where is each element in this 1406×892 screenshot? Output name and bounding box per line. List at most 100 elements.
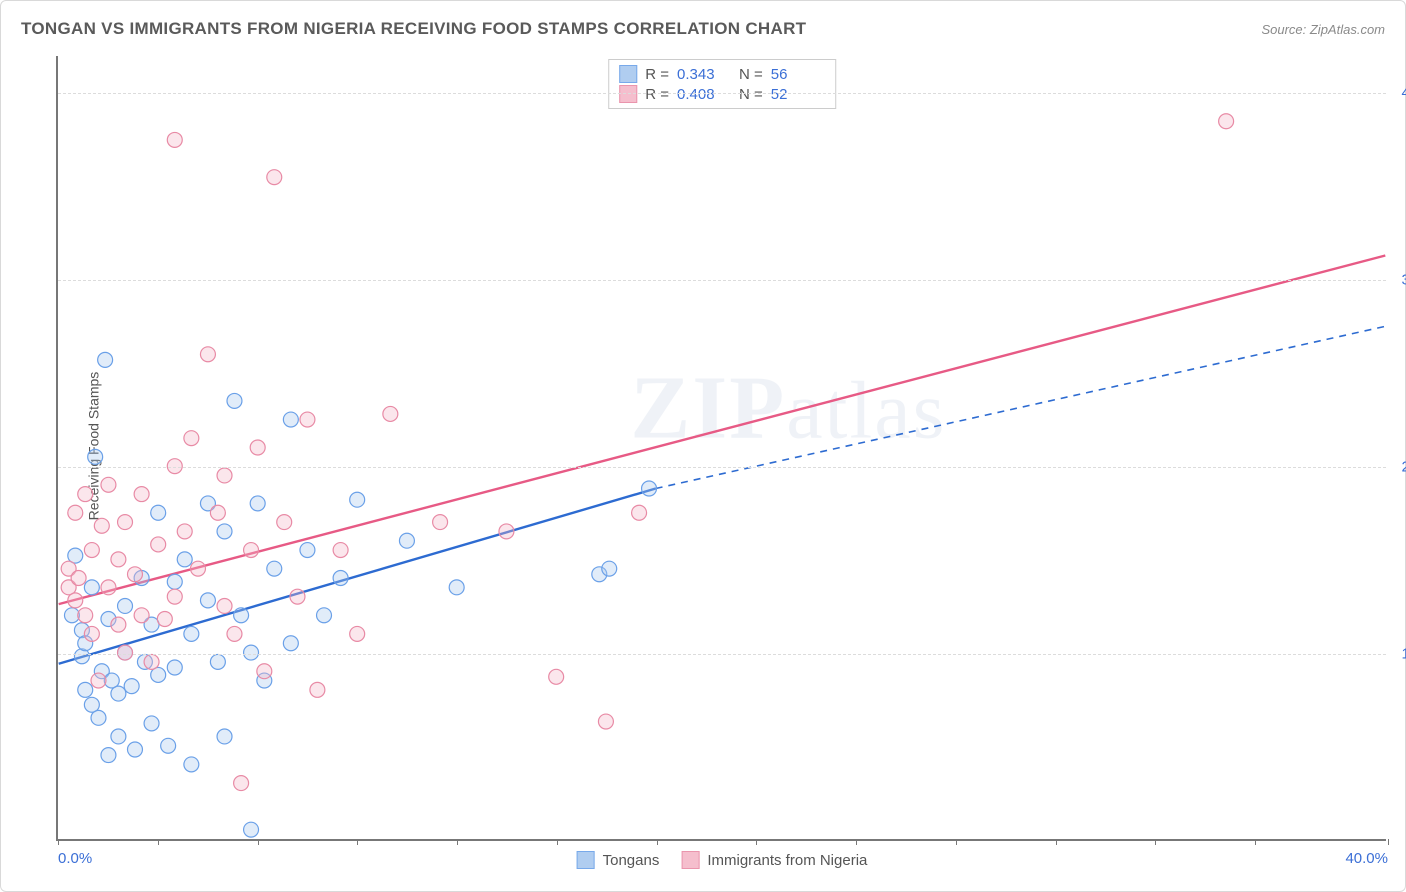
scatter-point bbox=[177, 524, 192, 539]
scatter-point bbox=[333, 571, 348, 586]
scatter-point bbox=[88, 449, 103, 464]
scatter-point bbox=[118, 645, 133, 660]
x-tick bbox=[756, 839, 757, 845]
x-tick bbox=[657, 839, 658, 845]
y-tick-label: 20.0% bbox=[1401, 459, 1406, 476]
scatter-point bbox=[210, 654, 225, 669]
scatter-point bbox=[250, 440, 265, 455]
gridline-h bbox=[58, 654, 1386, 655]
scatter-point bbox=[161, 738, 176, 753]
scatter-point bbox=[184, 757, 199, 772]
scatter-point bbox=[499, 524, 514, 539]
x-tick bbox=[357, 839, 358, 845]
scatter-point bbox=[84, 580, 99, 595]
scatter-point bbox=[157, 612, 172, 627]
swatch-series-1b bbox=[577, 851, 595, 869]
scatter-points-layer bbox=[58, 56, 1386, 839]
scatter-point bbox=[257, 664, 272, 679]
scatter-point bbox=[184, 431, 199, 446]
chart-container: TONGAN VS IMMIGRANTS FROM NIGERIA RECEIV… bbox=[0, 0, 1406, 892]
scatter-point bbox=[101, 477, 116, 492]
gridline-h bbox=[58, 467, 1386, 468]
x-tick-label: 40.0% bbox=[1345, 850, 1388, 867]
scatter-point bbox=[267, 170, 282, 185]
y-tick-label: 40.0% bbox=[1401, 85, 1406, 102]
correlation-legend: R = 0.343 N = 56 R = 0.408 N = 52 bbox=[608, 59, 836, 109]
scatter-point bbox=[118, 515, 133, 530]
scatter-point bbox=[134, 487, 149, 502]
scatter-point bbox=[94, 518, 109, 533]
scatter-point bbox=[244, 822, 259, 837]
scatter-point bbox=[200, 347, 215, 362]
x-tick bbox=[158, 839, 159, 845]
scatter-point bbox=[78, 608, 93, 623]
scatter-point bbox=[167, 589, 182, 604]
plot-area: ZIPatlas R = 0.343 N = 56 R = 0.408 N = … bbox=[56, 56, 1386, 841]
scatter-point bbox=[167, 459, 182, 474]
scatter-point bbox=[244, 543, 259, 558]
scatter-point bbox=[78, 487, 93, 502]
scatter-point bbox=[350, 626, 365, 641]
scatter-point bbox=[101, 580, 116, 595]
scatter-point bbox=[310, 682, 325, 697]
scatter-point bbox=[84, 543, 99, 558]
scatter-point bbox=[111, 552, 126, 567]
legend-item-1: Tongans bbox=[577, 851, 660, 869]
scatter-point bbox=[333, 543, 348, 558]
x-tick bbox=[856, 839, 857, 845]
title-bar: TONGAN VS IMMIGRANTS FROM NIGERIA RECEIV… bbox=[21, 19, 1385, 39]
x-tick bbox=[1155, 839, 1156, 845]
scatter-point bbox=[244, 645, 259, 660]
scatter-point bbox=[68, 593, 83, 608]
scatter-point bbox=[111, 617, 126, 632]
scatter-point bbox=[111, 686, 126, 701]
scatter-point bbox=[598, 714, 613, 729]
scatter-point bbox=[91, 710, 106, 725]
scatter-point bbox=[78, 682, 93, 697]
scatter-point bbox=[134, 608, 149, 623]
series-legend: Tongans Immigrants from Nigeria bbox=[577, 851, 868, 869]
scatter-point bbox=[191, 561, 206, 576]
scatter-point bbox=[210, 505, 225, 520]
scatter-point bbox=[127, 567, 142, 582]
scatter-point bbox=[127, 742, 142, 757]
scatter-point bbox=[642, 481, 657, 496]
scatter-point bbox=[227, 626, 242, 641]
x-tick bbox=[557, 839, 558, 845]
scatter-point bbox=[71, 571, 86, 586]
legend-label-1: Tongans bbox=[603, 852, 660, 869]
scatter-point bbox=[290, 589, 305, 604]
scatter-point bbox=[184, 626, 199, 641]
x-tick bbox=[457, 839, 458, 845]
r-value-1: 0.343 bbox=[677, 66, 727, 83]
scatter-point bbox=[151, 505, 166, 520]
scatter-point bbox=[399, 533, 414, 548]
scatter-point bbox=[177, 552, 192, 567]
scatter-point bbox=[632, 505, 647, 520]
n-label: N = bbox=[739, 66, 763, 83]
chart-title: TONGAN VS IMMIGRANTS FROM NIGERIA RECEIV… bbox=[21, 19, 806, 39]
scatter-point bbox=[144, 716, 159, 731]
scatter-point bbox=[124, 679, 139, 694]
scatter-point bbox=[111, 729, 126, 744]
legend-label-2: Immigrants from Nigeria bbox=[707, 852, 867, 869]
correlation-legend-row-1: R = 0.343 N = 56 bbox=[619, 64, 821, 84]
x-tick-label: 0.0% bbox=[58, 850, 92, 867]
x-tick bbox=[1388, 839, 1389, 845]
scatter-point bbox=[217, 729, 232, 744]
y-tick-label: 10.0% bbox=[1401, 646, 1406, 663]
scatter-point bbox=[234, 608, 249, 623]
scatter-point bbox=[101, 748, 116, 763]
swatch-series-1 bbox=[619, 65, 637, 83]
y-tick-label: 30.0% bbox=[1401, 272, 1406, 289]
x-tick bbox=[58, 839, 59, 845]
scatter-point bbox=[602, 561, 617, 576]
scatter-point bbox=[383, 406, 398, 421]
scatter-point bbox=[217, 524, 232, 539]
scatter-point bbox=[144, 654, 159, 669]
scatter-point bbox=[217, 468, 232, 483]
scatter-point bbox=[118, 598, 133, 613]
scatter-point bbox=[433, 515, 448, 530]
scatter-point bbox=[300, 412, 315, 427]
scatter-point bbox=[250, 496, 265, 511]
